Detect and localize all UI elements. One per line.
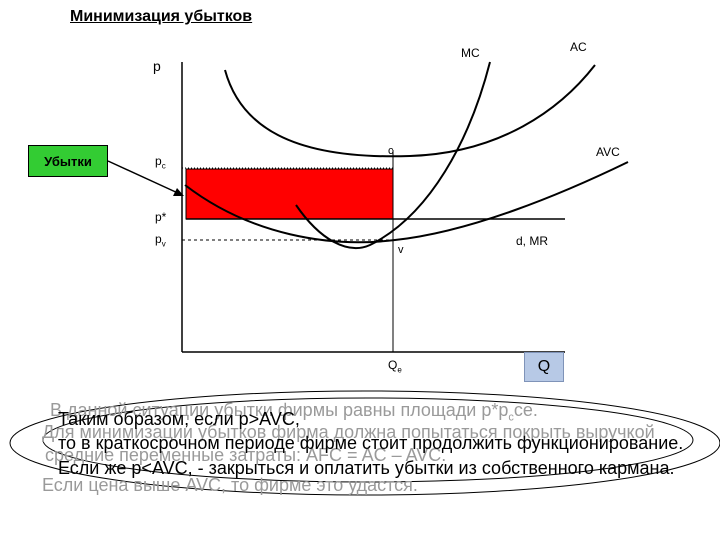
ghost-line-2: Для минимизации убытков фирма должна поп… bbox=[42, 422, 655, 442]
losses-label-box: Убытки bbox=[28, 145, 108, 177]
ghost-line-1: В данной ситуации убытки фирмы равны пло… bbox=[50, 400, 538, 424]
demand-label: d, MR bbox=[516, 234, 549, 248]
avc-label: AVC bbox=[596, 145, 620, 159]
losses-arrowhead bbox=[173, 188, 184, 196]
qe-label: Qe bbox=[388, 358, 402, 375]
y-axis-label: p bbox=[153, 58, 161, 74]
slide-title: Минимизация убытков bbox=[70, 8, 253, 25]
text-ellipse-inner bbox=[42, 397, 694, 483]
avc-curve bbox=[184, 161, 629, 244]
ghost-line-4: Если цена выше AVC, то фирме это удастся… bbox=[42, 475, 418, 495]
point-c-label: c bbox=[388, 145, 394, 157]
front-line-2: то в краткосрочном периоде фирме стоит п… bbox=[58, 433, 684, 453]
explanation-text: В данной ситуации убытки фирмы равны пло… bbox=[0, 395, 720, 505]
front-line-1: Таким образом, если p>AVC, bbox=[58, 409, 300, 429]
q-axis-box: Q bbox=[524, 352, 564, 382]
pstar-label: p* bbox=[155, 210, 167, 224]
mc-label: MC bbox=[461, 46, 480, 60]
ac-label: AC bbox=[570, 40, 587, 54]
pc-label: pc bbox=[155, 154, 166, 171]
text-ellipse-outer bbox=[9, 390, 720, 496]
mc-curve bbox=[295, 61, 491, 250]
pv-label: pv bbox=[155, 232, 166, 249]
loss-area bbox=[185, 168, 394, 220]
ghost-line-3: средние переменные затраты: АFC = AC – A… bbox=[45, 445, 447, 465]
ac-curve bbox=[224, 64, 596, 158]
losses-arrow bbox=[107, 160, 181, 195]
front-line-3: Если же p<AVC, - закрыться и оплатить уб… bbox=[58, 458, 675, 478]
point-v-label: v bbox=[398, 244, 404, 256]
